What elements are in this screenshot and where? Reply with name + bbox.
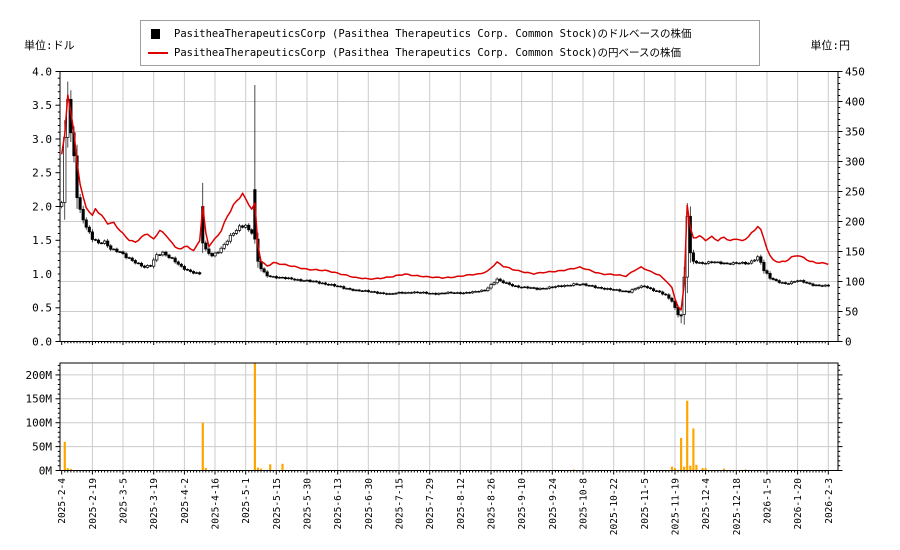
svg-text:2025-10-8: 2025-10-8 <box>579 478 590 530</box>
svg-text:0M: 0M <box>39 464 53 477</box>
svg-text:2025-6-30: 2025-6-30 <box>364 478 375 530</box>
svg-text:2025-3-5: 2025-3-5 <box>119 478 130 524</box>
svg-text:2025-9-24: 2025-9-24 <box>548 478 559 530</box>
legend-item-usd: PasitheaTherapeuticsCorp (Pasithea Thera… <box>148 24 753 43</box>
svg-text:4.0: 4.0 <box>32 65 52 78</box>
svg-text:2026-1-5: 2026-1-5 <box>763 478 774 524</box>
svg-text:50M: 50M <box>32 440 52 453</box>
svg-text:2025-9-10: 2025-9-10 <box>517 478 528 530</box>
svg-text:2025-7-29: 2025-7-29 <box>425 478 436 530</box>
svg-text:1.5: 1.5 <box>32 234 52 247</box>
svg-text:2025-5-30: 2025-5-30 <box>303 478 314 530</box>
svg-text:2025-8-26: 2025-8-26 <box>487 478 498 530</box>
svg-text:150M: 150M <box>26 393 53 406</box>
svg-text:50: 50 <box>845 305 858 318</box>
svg-text:3.5: 3.5 <box>32 99 52 112</box>
usd-candles-marker-icon <box>151 28 160 39</box>
svg-text:2025-12-4: 2025-12-4 <box>701 478 712 530</box>
svg-text:2025-2-19: 2025-2-19 <box>88 478 99 530</box>
svg-text:0.5: 0.5 <box>32 302 52 315</box>
svg-text:200M: 200M <box>26 369 53 382</box>
svg-text:1.0: 1.0 <box>32 268 52 281</box>
unit-yen-label: 単位:円 <box>810 39 850 52</box>
svg-text:2025-3-19: 2025-3-19 <box>149 478 160 530</box>
svg-text:0: 0 <box>845 335 852 348</box>
svg-text:2025-10-22: 2025-10-22 <box>609 478 620 535</box>
svg-text:250: 250 <box>845 185 865 198</box>
svg-text:2025-4-16: 2025-4-16 <box>211 478 222 530</box>
svg-text:2025-2-4: 2025-2-4 <box>57 478 68 524</box>
svg-text:3.0: 3.0 <box>32 133 52 146</box>
svg-text:400: 400 <box>845 95 865 108</box>
svg-text:2025-5-15: 2025-5-15 <box>272 478 283 529</box>
svg-text:350: 350 <box>845 125 865 138</box>
svg-text:2025-4-2: 2025-4-2 <box>180 478 191 524</box>
jpy-line-marker-icon <box>148 51 168 54</box>
legend-box: PasitheaTherapeuticsCorp (Pasithea Thera… <box>140 20 760 66</box>
svg-text:2025-7-15: 2025-7-15 <box>395 478 406 529</box>
legend-label-jpy: PasitheaTherapeuticsCorp (Pasithea Thera… <box>174 47 682 59</box>
legend-label-usd: PasitheaTherapeuticsCorp (Pasithea Thera… <box>174 28 692 40</box>
svg-text:100: 100 <box>845 275 865 288</box>
svg-text:2025-6-13: 2025-6-13 <box>333 478 344 529</box>
svg-text:300: 300 <box>845 155 865 168</box>
svg-text:2025-12-18: 2025-12-18 <box>732 478 743 535</box>
svg-text:2026-1-20: 2026-1-20 <box>793 478 804 530</box>
svg-text:2026-2-3: 2026-2-3 <box>824 478 835 524</box>
svg-text:2025-11-5: 2025-11-5 <box>640 478 651 529</box>
svg-text:200: 200 <box>845 215 865 228</box>
svg-text:100M: 100M <box>26 417 53 430</box>
svg-text:0.0: 0.0 <box>32 335 52 348</box>
svg-text:2025-5-1: 2025-5-1 <box>241 478 252 524</box>
svg-text:2.5: 2.5 <box>32 167 52 180</box>
svg-text:150: 150 <box>845 245 865 258</box>
legend-item-jpy: PasitheaTherapeuticsCorp (Pasithea Thera… <box>148 43 753 62</box>
svg-text:2025-8-12: 2025-8-12 <box>456 478 467 529</box>
unit-dollar-label: 単位:ドル <box>24 39 75 52</box>
svg-text:2025-11-19: 2025-11-19 <box>671 478 682 535</box>
svg-text:2.0: 2.0 <box>32 200 52 213</box>
svg-text:450: 450 <box>845 65 865 78</box>
